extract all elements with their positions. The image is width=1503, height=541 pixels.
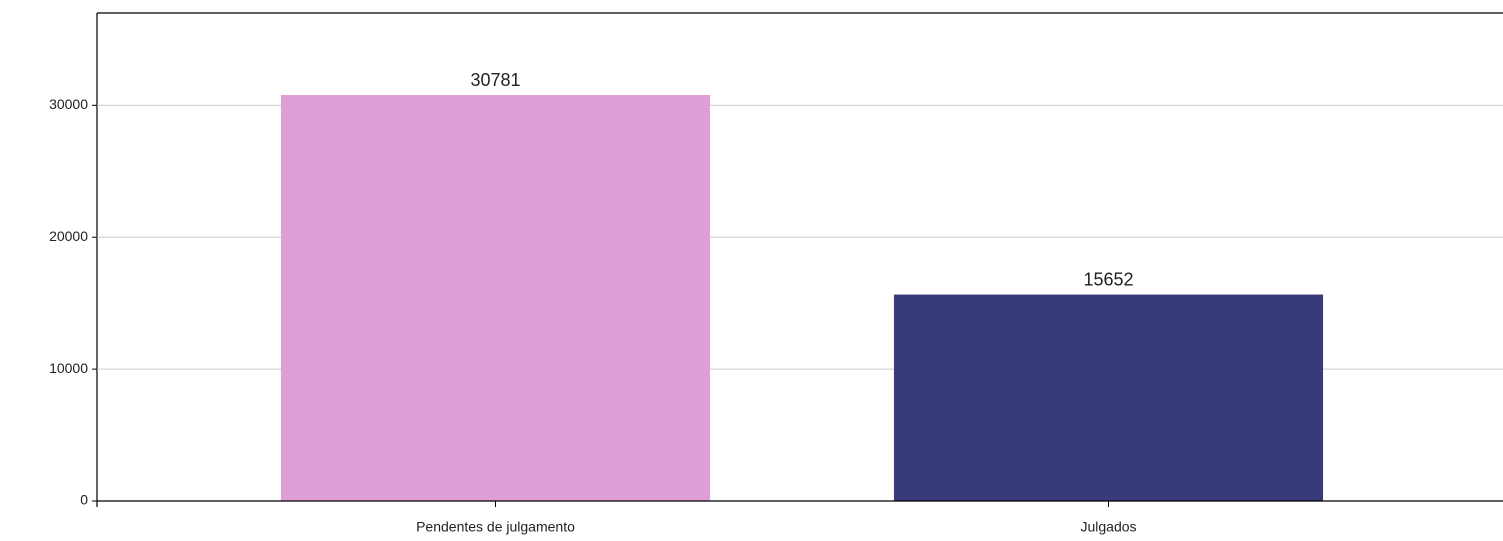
y-tick-label: 20000: [49, 228, 88, 244]
x-tick-label: Julgados: [1080, 519, 1136, 535]
x-tick-label: Pendentes de julgamento: [416, 519, 575, 535]
y-tick-label: 0: [80, 492, 88, 508]
value-label: 15652: [1083, 269, 1133, 289]
value-label: 30781: [470, 70, 520, 90]
bar: [280, 95, 711, 502]
y-tick-label: 10000: [49, 360, 88, 376]
bar: [893, 294, 1324, 501]
y-tick-label: 30000: [49, 96, 88, 112]
